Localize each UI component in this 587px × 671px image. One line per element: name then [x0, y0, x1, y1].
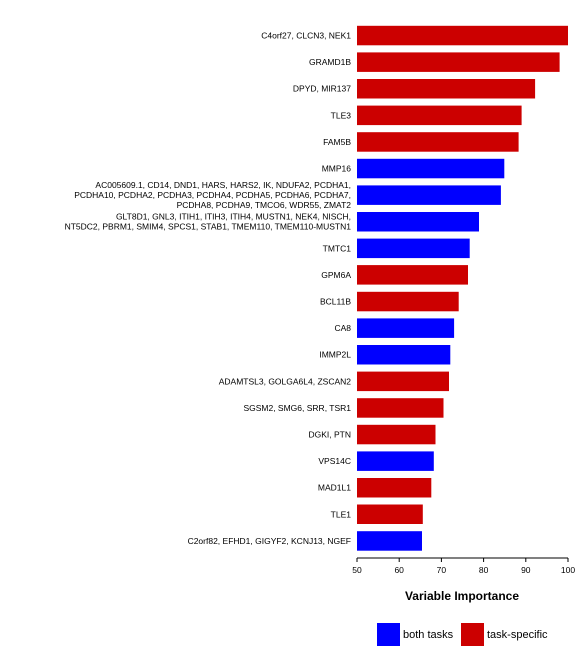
category-label-line: C4orf27, CLCN3, NEK1 [261, 31, 351, 41]
x-tick-label-60: 60 [394, 565, 404, 575]
category-label-18: MAD1L1 [318, 483, 351, 493]
category-label-line: PCDHA8, PCDHA9, TMCO6, WDR55, ZMAT2 [177, 200, 352, 210]
bar-13 [357, 345, 451, 365]
category-label-9: TMTC1 [323, 243, 352, 253]
bar-5 [357, 132, 519, 152]
category-label-13: IMMP2L [319, 350, 351, 360]
legend-swatch-task [461, 623, 484, 646]
legend: both tasks task-specific [377, 623, 548, 646]
bar-11 [357, 291, 459, 312]
category-label-5: FAM5B [323, 137, 351, 147]
bar-17 [357, 451, 434, 471]
category-label-line: FAM5B [323, 137, 351, 147]
category-label-line: TLE3 [331, 110, 352, 120]
category-label-7: AC005609.1, CD14, DND1, HARS, HARS2, IK,… [74, 180, 351, 210]
category-label-4: TLE3 [331, 110, 352, 120]
category-label-line: PCDHA10, PCDHA2, PCDHA3, PCDHA4, PCDHA5,… [74, 190, 351, 200]
bar-14 [357, 371, 449, 392]
legend-swatch-both [377, 623, 400, 646]
category-label-line: GLT8D1, GNL3, ITIH1, ITIH3, ITIH4, MUSTN… [116, 212, 351, 222]
category-label-line: DGKI, PTN [308, 430, 351, 440]
category-label-line: NT5DC2, PBRM1, SMIM4, SPCS1, STAB1, TMEM… [65, 222, 352, 232]
category-label-14: ADAMTSL3, GOLGA6L4, ZSCAN2 [219, 376, 352, 386]
legend-label-task: task-specific [487, 629, 548, 641]
category-label-line: ADAMTSL3, GOLGA6L4, ZSCAN2 [219, 376, 352, 386]
category-label-line: SGSM2, SMG6, SRR, TSR1 [243, 403, 351, 413]
category-label-19: TLE1 [331, 509, 352, 519]
bar-18 [357, 478, 432, 498]
category-label-line: AC005609.1, CD14, DND1, HARS, HARS2, IK,… [95, 180, 351, 190]
category-label-line: MAD1L1 [318, 483, 351, 493]
category-label-line: MMP16 [322, 164, 352, 174]
bars-layer [357, 25, 568, 551]
category-labels: C4orf27, CLCN3, NEK1 GRAMD1B DPYD, MIR137 T… [65, 31, 352, 546]
bar-3 [357, 79, 536, 99]
category-label-6: MMP16 [322, 164, 352, 174]
bar-20 [357, 531, 422, 551]
category-label-17: VPS14C [318, 456, 351, 466]
category-label-10: GPM6A [321, 270, 351, 280]
category-label-1: C4orf27, CLCN3, NEK1 [261, 31, 351, 41]
x-tick-label-50: 50 [352, 565, 362, 575]
category-label-12: CA8 [334, 323, 351, 333]
category-label-line: TMTC1 [323, 243, 352, 253]
category-label-line: BCL11B [320, 297, 351, 307]
bar-16 [357, 424, 436, 445]
category-label-20: C2orf82, EFHD1, GIGYF2, KCNJ13, NGEF [188, 536, 351, 546]
category-label-15: SGSM2, SMG6, SRR, TSR1 [243, 403, 351, 413]
category-label-line: GPM6A [321, 270, 351, 280]
bar-9 [357, 238, 470, 259]
bar-1 [357, 25, 568, 46]
category-label-line: C2orf82, EFHD1, GIGYF2, KCNJ13, NGEF [188, 536, 351, 546]
bar-15 [357, 398, 444, 418]
x-axis-title: Variable Importance [405, 589, 519, 603]
category-label-line: VPS14C [318, 456, 351, 466]
bar-7 [357, 185, 501, 205]
category-label-2: GRAMD1B [309, 57, 351, 67]
bar-10 [357, 265, 468, 285]
category-label-3: DPYD, MIR137 [293, 84, 351, 94]
x-tick-label-80: 80 [479, 565, 489, 575]
category-label-line: CA8 [334, 323, 351, 333]
category-label-16: DGKI, PTN [308, 430, 351, 440]
category-label-line: TLE1 [331, 509, 352, 519]
bar-6 [357, 158, 505, 179]
x-axis: 50 60 70 80 90 100 [352, 557, 575, 575]
bar-19 [357, 504, 423, 524]
category-label-line: IMMP2L [319, 350, 351, 360]
bar-8 [357, 212, 479, 232]
x-tick-label-100: 100 [561, 565, 575, 575]
category-label-line: DPYD, MIR137 [293, 84, 351, 94]
bar-4 [357, 105, 522, 126]
bar-12 [357, 318, 455, 338]
legend-label-both: both tasks [403, 629, 454, 641]
bar-2 [357, 52, 560, 72]
category-label-8: GLT8D1, GNL3, ITIH1, ITIH3, ITIH4, MUSTN… [65, 212, 352, 232]
category-label-11: BCL11B [320, 297, 351, 307]
x-tick-label-70: 70 [437, 565, 447, 575]
x-tick-label-90: 90 [521, 565, 531, 575]
category-label-line: GRAMD1B [309, 57, 351, 67]
